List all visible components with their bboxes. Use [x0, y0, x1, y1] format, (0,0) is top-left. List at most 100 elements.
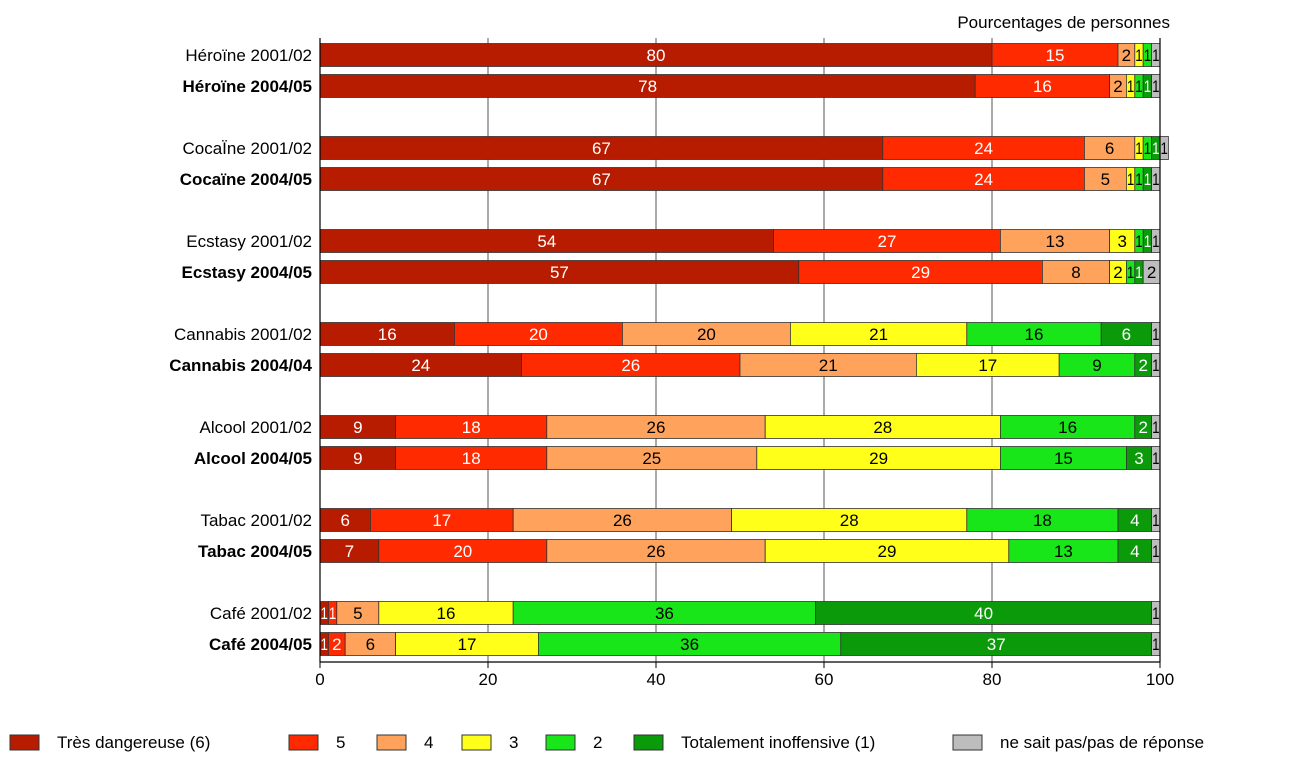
legend-label: Totalement inoffensive (1): [681, 733, 875, 752]
bar-value-label: 1: [1135, 46, 1142, 65]
bar-value-label: 29: [911, 263, 930, 282]
bar-value-label: 26: [613, 511, 632, 530]
legend-item: 2: [545, 733, 602, 752]
bar-value-label: 2: [1138, 418, 1147, 437]
bar-value-label: 15: [1046, 46, 1065, 65]
bar-value-label: 67: [592, 139, 611, 158]
category-label: Cocaïne 2004/05: [180, 170, 312, 189]
category-label: Cannabis 2004/04: [169, 356, 312, 375]
bar-row: 9 18 25 29 15 3 1: [319, 446, 1161, 470]
legend: Très dangereuse (6) 5 4 3 2 Totalement inoffe…: [9, 733, 1204, 752]
bar-row: 1 2 6 17 36 37 1: [319, 632, 1161, 656]
category-label: CocaÏne 2001/02: [183, 139, 313, 158]
x-tick-label: 0: [315, 670, 324, 689]
bar-value-label: 1: [1144, 170, 1151, 189]
legend-label: 5: [336, 733, 345, 752]
bar-value-label: 25: [642, 449, 661, 468]
bar-value-label: 6: [1122, 325, 1131, 344]
bar-value-label: 28: [840, 511, 859, 530]
bar-value-label: 6: [340, 511, 349, 530]
bar-value-label: 1: [1152, 449, 1159, 468]
x-tick-label: 60: [815, 670, 834, 689]
category-label: Alcool 2001/02: [200, 418, 312, 437]
category-label: Ecstasy 2004/05: [182, 263, 312, 282]
bar-value-label: 1: [1152, 542, 1159, 561]
bar-value-label: 1: [1135, 77, 1142, 96]
bar-value-label: 1: [1152, 170, 1159, 189]
bar-value-label: 8: [1071, 263, 1080, 282]
bar-value-label: 5: [353, 604, 362, 623]
bar-value-label: 2: [1113, 263, 1122, 282]
gridlines: [487, 38, 993, 662]
bar-value-label: 4: [1130, 542, 1139, 561]
legend-label: 4: [424, 733, 433, 752]
bar-value-label: 21: [869, 325, 888, 344]
bar-value-label: 37: [987, 635, 1006, 654]
bar-value-label: 1: [1135, 139, 1142, 158]
bar-value-label: 16: [378, 325, 397, 344]
bar-value-label: 26: [647, 418, 666, 437]
bar-value-label: 17: [978, 356, 997, 375]
bar-value-label: 6: [366, 635, 375, 654]
bar-value-label: 1: [329, 604, 336, 623]
bar-value-label: 3: [1134, 449, 1143, 468]
bar-value-label: 1: [1152, 356, 1159, 375]
bar-row: 78 16 2 1 1 1 1: [319, 74, 1161, 98]
bar-row: 16 20 20 21 16 6 1: [319, 322, 1161, 346]
legend-label: Très dangereuse (6): [57, 733, 210, 752]
unit-label: Pourcentages de personnes: [957, 13, 1170, 32]
bar-value-label: 67: [592, 170, 611, 189]
category-label: Héroïne 2004/05: [183, 77, 312, 96]
bar-row: 24 26 21 17 9 2 1: [319, 353, 1161, 377]
bar-value-label: 18: [1033, 511, 1052, 530]
bar-value-label: 1: [1161, 139, 1168, 158]
bar-row: 67 24 6 1 1 1 1: [319, 136, 1169, 160]
x-tick-label: 100: [1146, 670, 1174, 689]
bar-value-label: 16: [1033, 77, 1052, 96]
legend-label: ne sait pas/pas de réponse: [1000, 733, 1204, 752]
legend-item: 4: [376, 733, 433, 752]
x-tick-label: 80: [983, 670, 1002, 689]
bar-value-label: 1: [1144, 232, 1151, 251]
bar-value-label: 20: [529, 325, 548, 344]
bar-value-label: 1: [1152, 511, 1159, 530]
bar-value-label: 26: [647, 542, 666, 561]
bar-value-label: 1: [1127, 170, 1134, 189]
bar-value-label: 4: [1130, 511, 1139, 530]
bar-value-label: 1: [1135, 232, 1142, 251]
category-label: Café 2004/05: [209, 635, 312, 654]
legend-item: Totalement inoffensive (1): [633, 733, 875, 752]
bar-value-label: 16: [1025, 325, 1044, 344]
x-axis: 0 20 40 60 80 100: [315, 38, 1174, 689]
bar-value-label: 2: [332, 635, 341, 654]
bar-value-label: 54: [537, 232, 556, 251]
bar-row: 1 1 5 16 36 40 1: [319, 601, 1161, 625]
bar-value-label: 13: [1046, 232, 1065, 251]
legend-item: 5: [288, 733, 345, 752]
legend-swatch: [633, 734, 664, 751]
x-tick-label: 40: [647, 670, 666, 689]
bar-value-label: 28: [873, 418, 892, 437]
category-label: Cannabis 2001/02: [174, 325, 312, 344]
bar-value-label: 1: [1144, 46, 1151, 65]
bar-value-label: 18: [462, 449, 481, 468]
bar-value-label: 1: [1127, 263, 1134, 282]
bar-value-label: 15: [1054, 449, 1073, 468]
category-label: Tabac 2001/02: [200, 511, 312, 530]
bar-value-label: 16: [437, 604, 456, 623]
legend-item: Très dangereuse (6): [9, 733, 210, 752]
legend-label: 3: [509, 733, 518, 752]
bar-value-label: 2: [1113, 77, 1122, 96]
bar-value-label: 3: [1117, 232, 1126, 251]
bar-value-label: 1: [1152, 325, 1159, 344]
x-tick-label: 20: [479, 670, 498, 689]
bar-value-label: 1: [1135, 170, 1142, 189]
bar-value-label: 24: [411, 356, 430, 375]
bar-value-label: 18: [462, 418, 481, 437]
bar-value-label: 24: [974, 139, 993, 158]
bar-value-label: 27: [878, 232, 897, 251]
bar-row: 80 15 2 1 1 1: [319, 43, 1161, 67]
category-label: Ecstasy 2001/02: [186, 232, 312, 251]
bar-area: 80 15 2 1 1 178 16 2 1 1 1 167 24 6 1 1 1 167 24 5 1 1 1 154 27 1…: [319, 43, 1169, 656]
bar-value-label: 17: [432, 511, 451, 530]
